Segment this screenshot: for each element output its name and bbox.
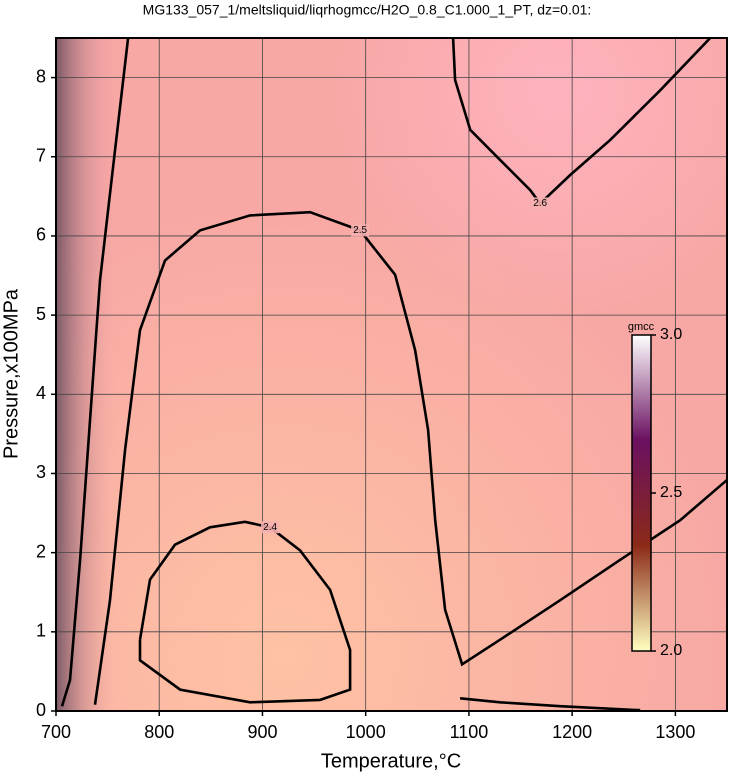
x-tick-label: 1300 [655,722,695,742]
colorbar-label: gmcc [628,321,655,333]
y-tick-label: 3 [36,462,46,482]
x-tick-label: 1000 [346,722,386,742]
contour-line [138,520,352,704]
plot-area: 2.4 2.5 2.6 [56,38,727,711]
y-tick-label: 2 [36,541,46,561]
y-tick-label: 6 [36,225,46,245]
contour-label: 2.5 [353,225,367,236]
x-tick-label: 1200 [552,722,592,742]
y-tick-label: 5 [36,304,46,324]
y-tick-label: 7 [36,146,46,166]
plot-frame [55,37,728,712]
colorbar-tick-label: 2.5 [660,484,682,501]
y-tick-label: 0 [36,700,46,720]
field-shade [56,38,727,711]
contour-label-bg [531,197,550,210]
contour-label-bg [261,521,280,534]
contour-label: 2.6 [533,198,547,209]
y-tick-label: 1 [36,621,46,641]
chart-title: MG133_057_1/meltsliquid/liqrhogmcc/H2O_0… [143,2,592,18]
x-tick-label: 900 [247,722,277,742]
y-tick-label: 4 [36,383,46,403]
colorbar [631,334,652,652]
x-tick-label: 800 [144,722,174,742]
contour-label: 2.4 [263,522,277,533]
x-axis-label: Temperature,°C [321,750,461,772]
contour-line [60,38,712,707]
contour-label-bg [351,224,370,237]
x-tick-label: 700 [41,722,71,742]
contour-line [93,210,727,711]
colorbar-tick-label: 3.0 [660,326,682,343]
y-tick-label: 8 [36,66,46,86]
x-tick-label: 1100 [450,722,489,742]
y-axis-label: Pressure,x100MPa [0,288,22,459]
colorbar-tick-label: 2.0 [660,642,682,659]
